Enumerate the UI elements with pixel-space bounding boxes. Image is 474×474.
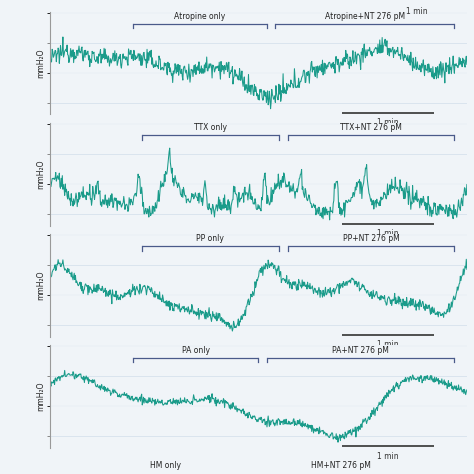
Text: HM+NT 276 pM: HM+NT 276 pM [311, 461, 371, 470]
Text: 1 min: 1 min [377, 118, 399, 127]
Text: PP only: PP only [196, 235, 224, 244]
Text: 1 min: 1 min [377, 340, 399, 349]
Text: TTX+NT 276 pM: TTX+NT 276 pM [340, 123, 402, 132]
Text: 1 min: 1 min [377, 229, 399, 238]
Text: HM only: HM only [150, 461, 182, 470]
Text: 1 min: 1 min [377, 452, 399, 461]
Text: PP+NT 276 pM: PP+NT 276 pM [343, 235, 399, 244]
Text: Atropine+NT 276 pM: Atropine+NT 276 pM [325, 12, 405, 21]
Text: Atropine only: Atropine only [174, 12, 226, 21]
Text: 1 min: 1 min [406, 7, 428, 16]
Text: TTX only: TTX only [194, 123, 227, 132]
Y-axis label: mmH₂O: mmH₂O [36, 160, 46, 189]
Text: PA only: PA only [182, 346, 210, 355]
Text: PA+NT 276 pM: PA+NT 276 pM [332, 346, 389, 355]
Y-axis label: mmH₂O: mmH₂O [36, 48, 46, 78]
Y-axis label: mmH₂O: mmH₂O [36, 382, 46, 411]
Y-axis label: mmH₂O: mmH₂O [36, 271, 46, 300]
